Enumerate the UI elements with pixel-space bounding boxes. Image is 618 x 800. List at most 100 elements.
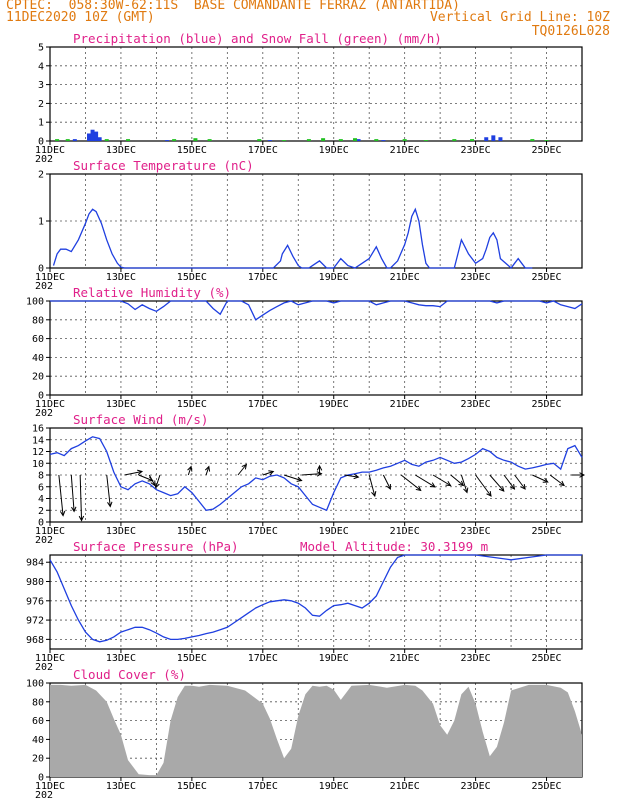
wind-vector-head	[137, 469, 144, 475]
y-tick-label: 980	[26, 577, 44, 588]
x-tick-label: 11DEC	[35, 781, 65, 792]
wind-vector	[503, 474, 515, 490]
x-tick-label: 11DEC	[35, 399, 65, 410]
panel-frame	[49, 46, 583, 142]
x-tick-label: 11DEC	[35, 526, 65, 537]
y-tick-label: 2	[38, 99, 44, 110]
wind-vector-head	[463, 487, 469, 494]
y-tick-label: 4	[38, 61, 44, 72]
y-tick-label: 40	[32, 735, 44, 746]
wind-vector	[514, 474, 526, 490]
wind-vector	[187, 466, 192, 476]
pressure-line	[49, 554, 582, 643]
y-tick-label: 8	[38, 471, 44, 482]
precip-bar	[65, 139, 70, 141]
x-tick-label: 21DEC	[390, 272, 420, 283]
x-tick-label: 13DEC	[106, 653, 136, 664]
x-tick-label: 13DEC	[106, 272, 136, 283]
wind-vector	[344, 474, 359, 478]
wind-vector	[148, 474, 156, 486]
x-tick-label: 15DEC	[177, 781, 207, 792]
wind-vector	[58, 474, 64, 516]
x-tick-label: 21DEC	[390, 653, 420, 664]
wind-vector-head	[316, 464, 323, 471]
precip-bar	[267, 140, 272, 141]
wind-vector-head	[498, 486, 505, 492]
wind-vector	[549, 474, 565, 486]
panel-annotation: Model Altitude: 30.3199 m	[300, 539, 488, 554]
wind-vector-head	[187, 465, 193, 472]
x-tick-label: 15DEC	[177, 272, 207, 283]
wind-vector	[155, 474, 161, 488]
y-tick-label: 60	[32, 716, 44, 727]
y-tick-label: 100	[26, 679, 44, 690]
panel-title: Surface Wind (m/s)	[73, 412, 208, 427]
x-tick-label: 19DEC	[319, 399, 349, 410]
x-tick-label: 25DEC	[531, 781, 561, 792]
wind-vector	[237, 464, 247, 476]
x-tick-label: 17DEC	[248, 145, 278, 156]
cloud-area	[50, 684, 582, 777]
x-tick-label: 19DEC	[319, 145, 349, 156]
wind-vector	[283, 474, 302, 482]
wind-vector-head	[154, 482, 160, 489]
temp-line	[52, 207, 533, 269]
y-tick-label: 14	[32, 435, 44, 446]
wind-vector	[205, 466, 210, 476]
y-tick-label: 60	[32, 334, 44, 345]
panel-frame	[49, 554, 583, 650]
y-tick-label: 40	[32, 353, 44, 364]
x-tick-label: 19DEC	[319, 653, 349, 664]
wind-vector	[415, 474, 436, 488]
header-grid-line: Vertical Grid Line: 10Z	[429, 10, 610, 25]
x-tick-label: 13DEC	[106, 145, 136, 156]
x-tick-label: 11DEC	[35, 272, 65, 283]
y-tick-label: 3	[38, 80, 44, 91]
y-tick-label: 16	[32, 424, 44, 435]
precip-bar	[338, 139, 343, 141]
wind-vector-head	[386, 483, 391, 490]
x-sub-label: 202	[35, 662, 53, 673]
x-tick-label: 15DEC	[177, 145, 207, 156]
precip-bar	[402, 139, 407, 141]
precip-bar	[374, 139, 379, 141]
wind-vector-head	[520, 483, 526, 490]
wind-vector	[262, 471, 274, 476]
wind-vector	[382, 474, 391, 490]
precip-bar	[97, 137, 102, 141]
panel-frame	[49, 300, 583, 396]
precip-bar	[193, 138, 198, 141]
y-tick-label: 976	[26, 596, 44, 607]
x-tick-label: 25DEC	[531, 526, 561, 537]
precip-bar	[423, 140, 428, 141]
wind-vector	[489, 474, 505, 492]
precip-bar	[498, 137, 503, 141]
y-tick-label: 0	[38, 518, 44, 529]
panel-title: Precipitation (blue) and Snow Fall (gree…	[73, 31, 442, 46]
wind-vector	[106, 474, 111, 507]
precip-bar	[306, 139, 311, 141]
wind-vector-head	[71, 506, 77, 513]
wind-vector-head	[78, 515, 85, 522]
wind-vector	[79, 474, 83, 521]
x-tick-label: 21DEC	[390, 145, 420, 156]
x-tick-label: 13DEC	[106, 526, 136, 537]
y-tick-label: 984	[26, 558, 44, 569]
wind-vector-head	[579, 472, 586, 478]
y-tick-label: 100	[26, 297, 44, 308]
wind-vector	[400, 474, 422, 491]
x-tick-label: 15DEC	[177, 526, 207, 537]
precip-bar	[207, 139, 212, 141]
wind-vector	[460, 474, 468, 493]
wind-vector	[450, 474, 464, 486]
x-tick-label: 15DEC	[177, 399, 207, 410]
y-tick-label: 20	[32, 372, 44, 383]
wind-vector-head	[204, 465, 211, 472]
x-tick-label: 25DEC	[531, 399, 561, 410]
x-tick-label: 17DEC	[248, 526, 278, 537]
wind-vector-head	[107, 501, 113, 508]
x-tick-label: 19DEC	[319, 781, 349, 792]
x-tick-label: 11DEC	[35, 653, 65, 664]
precip-bar	[165, 140, 170, 141]
y-tick-label: 80	[32, 315, 44, 326]
